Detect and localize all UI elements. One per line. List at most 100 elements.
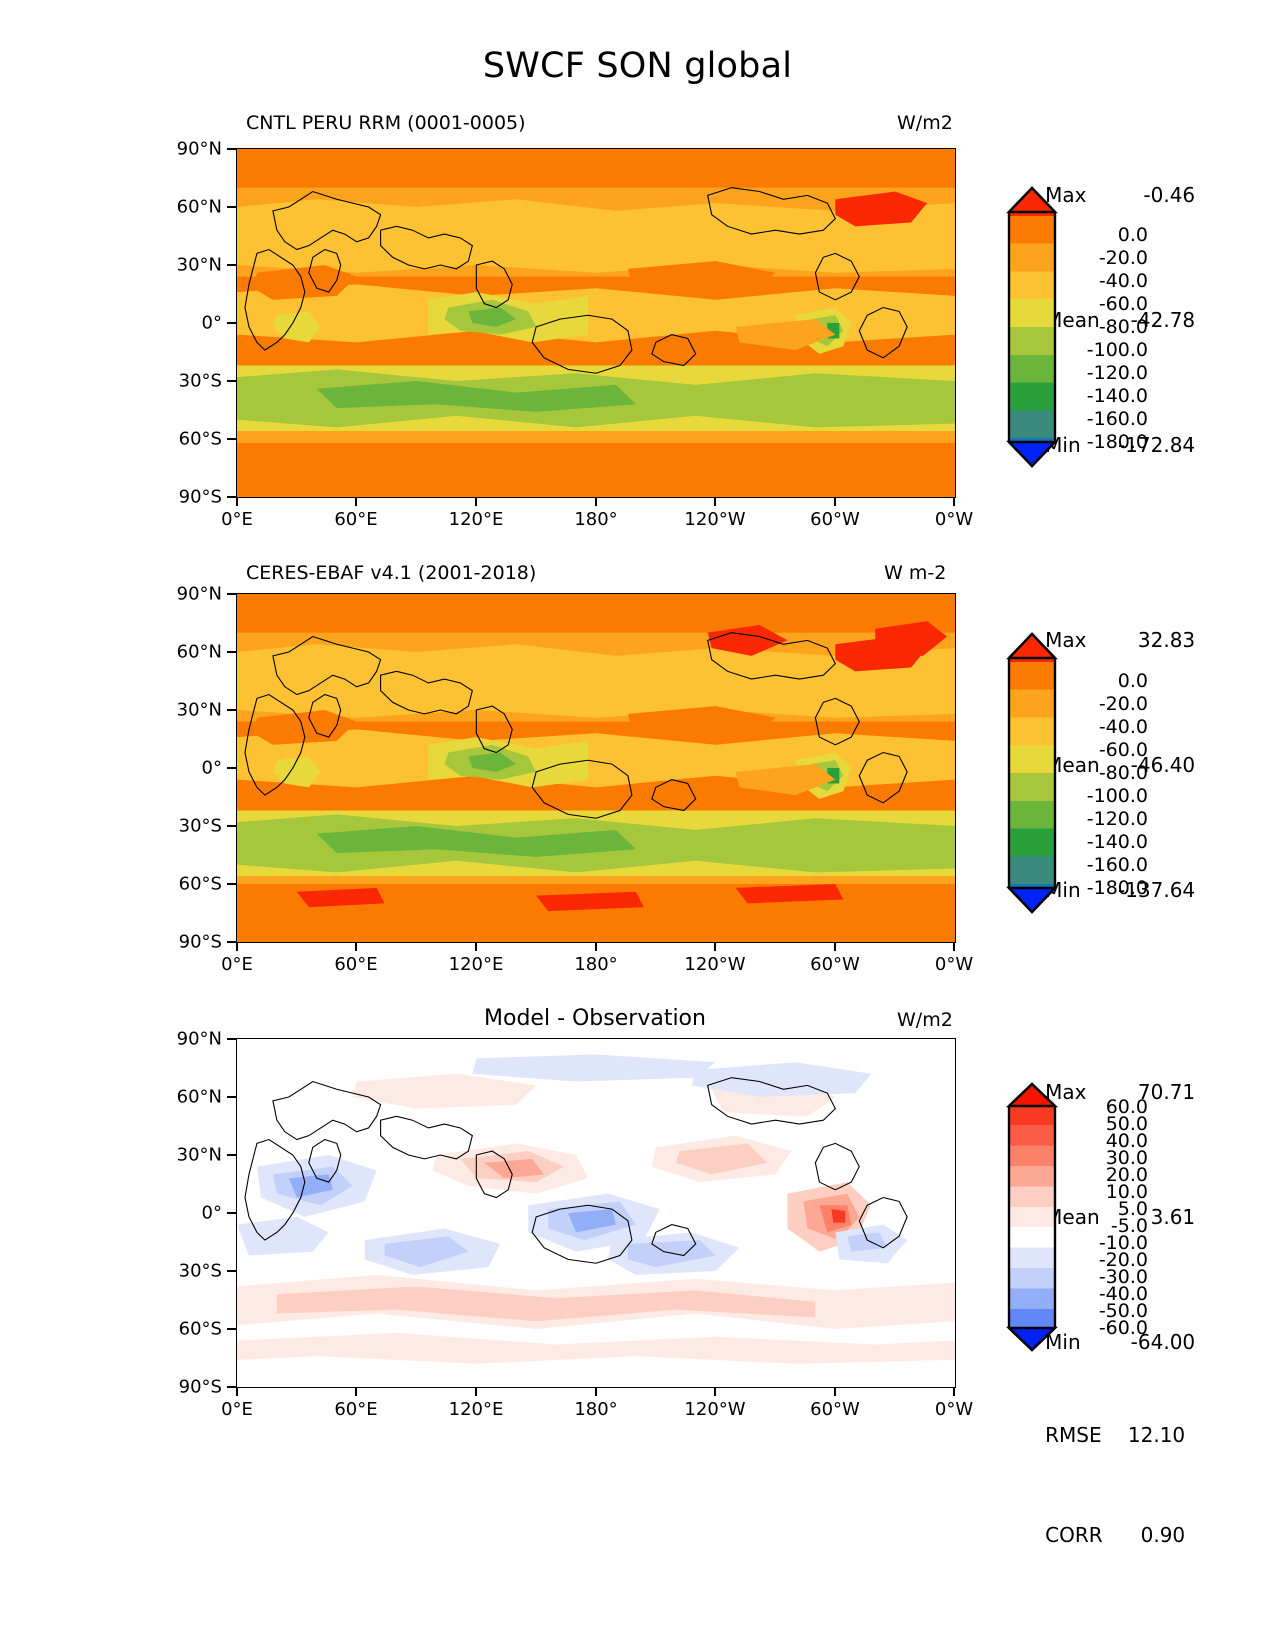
ylabel-model-0: 90°N [176, 138, 222, 160]
stats-diff-rmse-value: 12.10 [1127, 1423, 1186, 1447]
cbar-model-label-7: -140.0 [1086, 385, 1148, 407]
panel-observation-title: CERES-EBAF v4.1 (2001-2018) [246, 562, 537, 584]
xlabel-diff-1: 60°E [334, 1399, 378, 1420]
ytick-model-2 [227, 264, 236, 266]
ylabel-diff-5: 60°S [178, 1318, 222, 1340]
stats-model-max-row: Max -0.46 [1007, 158, 1195, 233]
cbar-diff-label-10: -30.0 [1098, 1266, 1148, 1288]
cbar-model-label-0: 0.0 [1117, 224, 1148, 246]
ytick-obs-3 [227, 767, 236, 769]
cbar-obs-label-7: -140.0 [1086, 831, 1148, 853]
stats-diff-min-value: -64.00 [1130, 1330, 1196, 1354]
ylabel-diff-3: 0° [201, 1202, 222, 1224]
cbar-model-label-4: -80.0 [1098, 316, 1148, 338]
cbar-model-label-3: -60.0 [1098, 293, 1148, 315]
ytick-obs-1 [227, 651, 236, 653]
cbar-diff-label-2: 40.0 [1105, 1130, 1148, 1152]
xlabel-obs-4: 120°W [684, 954, 746, 975]
ylabel-obs-5: 60°S [178, 873, 222, 895]
colorbar-observation [1005, 632, 1059, 914]
ytick-diff-5 [227, 1328, 236, 1330]
ytick-obs-6 [227, 941, 236, 943]
stats-model-min-value: -172.84 [1117, 433, 1196, 457]
xlabel-obs-1: 60°E [334, 954, 378, 975]
xtick-diff-2 [475, 1387, 477, 1396]
stats-diff-corr-value: 0.90 [1140, 1523, 1186, 1547]
ytick-model-0 [227, 148, 236, 150]
cbar-obs-label-3: -60.0 [1098, 739, 1148, 761]
ytick-model-1 [227, 206, 236, 208]
stats-diff-corr-row: CORR 0.90 [1007, 1523, 1185, 1572]
ylabel-diff-6: 90°S [178, 1376, 222, 1398]
xtick-model-2 [475, 497, 477, 506]
colorbar-observation-labels: 0.0 -20.0 -40.0 -60.0 -80.0 -100.0 -120.… [1048, 632, 1148, 914]
cbar-model-label-5: -100.0 [1086, 339, 1148, 361]
stats-model-mean-value: -42.78 [1130, 308, 1196, 332]
xtick-diff-0 [236, 1387, 238, 1396]
panel-difference-title: Model - Observation [484, 1006, 706, 1031]
colorbar-model-labels: 0.0 -20.0 -40.0 -60.0 -80.0 -100.0 -120.… [1048, 186, 1148, 468]
xtick-diff-5 [834, 1387, 836, 1396]
ytick-diff-0 [227, 1038, 236, 1040]
xlabel-model-3: 180° [574, 509, 618, 530]
cbar-diff-label-8: -10.0 [1098, 1232, 1148, 1254]
xlabel-diff-2: 120°E [448, 1399, 504, 1420]
panel-model-title: CNTL PERU RRM (0001-0005) [246, 112, 526, 134]
map-difference[interactable] [236, 1038, 956, 1388]
xtick-obs-0 [236, 942, 238, 951]
stats-diff-mean-value: 3.61 [1150, 1205, 1196, 1229]
ylabel-obs-4: 30°S [178, 815, 222, 837]
cbar-diff-label-13: -60.0 [1098, 1317, 1148, 1339]
ylabel-obs-6: 90°S [178, 931, 222, 953]
stats-obs-mean-value: -46.40 [1130, 753, 1196, 777]
ylabel-model-5: 60°S [178, 428, 222, 450]
xlabel-obs-6: 0°W [934, 954, 974, 975]
map-observation[interactable] [236, 593, 956, 943]
xtick-diff-4 [714, 1387, 716, 1396]
cbar-obs-label-8: -160.0 [1086, 854, 1148, 876]
stats-diff-rmse-row: RMSE 12.10 [1007, 1423, 1185, 1472]
xlabel-diff-3: 180° [574, 1399, 618, 1420]
xtick-model-5 [834, 497, 836, 506]
stats-diff-max-row: Max 70.71 [1007, 1055, 1195, 1130]
ylabel-diff-4: 30°S [178, 1260, 222, 1282]
cbar-diff-label-12: -50.0 [1098, 1300, 1148, 1322]
ytick-obs-4 [227, 825, 236, 827]
map-model[interactable] [236, 148, 956, 498]
stats-diff-rmse-label: RMSE [1045, 1423, 1102, 1447]
ytick-obs-2 [227, 709, 236, 711]
xlabel-obs-2: 120°E [448, 954, 504, 975]
xlabel-model-1: 60°E [334, 509, 378, 530]
cbar-model-label-8: -160.0 [1086, 408, 1148, 430]
cbar-model-label-9: -180.0 [1086, 431, 1148, 453]
xtick-model-4 [714, 497, 716, 506]
xtick-diff-3 [595, 1387, 597, 1396]
ytick-model-3 [227, 322, 236, 324]
xlabel-diff-6: 0°W [934, 1399, 974, 1420]
xlabel-diff-5: 60°W [810, 1399, 860, 1420]
cbar-obs-label-1: -20.0 [1098, 693, 1148, 715]
xlabel-model-5: 60°W [810, 509, 860, 530]
stats-diff-max-value: 70.71 [1137, 1080, 1196, 1104]
cbar-diff-label-7: -5.0 [1110, 1215, 1148, 1237]
xtick-model-6 [953, 497, 955, 506]
xtick-obs-1 [355, 942, 357, 951]
ylabel-diff-1: 60°N [176, 1086, 222, 1108]
cbar-diff-label-0: 60.0 [1105, 1096, 1148, 1118]
ytick-diff-3 [227, 1212, 236, 1214]
xtick-model-0 [236, 497, 238, 506]
ytick-model-4 [227, 380, 236, 382]
cbar-obs-label-0: 0.0 [1117, 670, 1148, 692]
stats-difference-footer: RMSE 12.10 CORR 0.90 [1007, 1373, 1185, 1598]
cbar-obs-label-2: -40.0 [1098, 716, 1148, 738]
map-difference-field [237, 1039, 955, 1387]
cbar-model-label-6: -120.0 [1086, 362, 1148, 384]
ylabel-model-1: 60°N [176, 196, 222, 218]
cbar-model-label-1: -20.0 [1098, 247, 1148, 269]
map-model-field [237, 149, 955, 497]
xtick-diff-6 [953, 1387, 955, 1396]
xtick-obs-3 [595, 942, 597, 951]
ylabel-model-3: 0° [201, 312, 222, 334]
xlabel-model-4: 120°W [684, 509, 746, 530]
colorbar-difference [1005, 1082, 1059, 1352]
